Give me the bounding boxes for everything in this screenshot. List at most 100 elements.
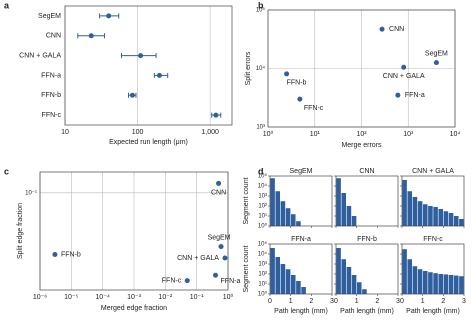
bar xyxy=(336,247,341,294)
point-label: CNN + GALA xyxy=(383,73,425,80)
y-tick-label: 10⁵ xyxy=(256,7,266,14)
plot-frame xyxy=(267,9,456,128)
panel-label: c xyxy=(4,166,9,176)
point-label: SegEM xyxy=(208,234,231,241)
bar xyxy=(422,270,428,294)
plot-frame xyxy=(269,243,333,295)
bar xyxy=(285,269,291,294)
bar xyxy=(290,214,296,226)
y-axis-label: Segment count xyxy=(243,177,250,224)
point-label: CNN xyxy=(211,189,226,196)
point-label: CNN + GALA xyxy=(177,255,219,262)
bar xyxy=(270,178,275,226)
point xyxy=(184,278,190,284)
x-tick-label: 10⁻⁶ xyxy=(33,294,47,301)
x-tick-label: 10⁻² xyxy=(158,294,172,301)
x-tick-label: 3 xyxy=(462,298,466,305)
bar xyxy=(412,196,418,226)
point xyxy=(218,244,224,250)
x-tick-label: 1 xyxy=(421,298,425,305)
point-label: FFN-b xyxy=(61,251,81,258)
point-label: FFN-c xyxy=(162,278,182,285)
bar xyxy=(448,212,454,226)
plot-frame xyxy=(335,175,399,227)
bar xyxy=(285,208,291,226)
y-tick-label: 10³ xyxy=(256,125,265,131)
panel-title: FFN-b xyxy=(357,236,377,243)
plot-frame xyxy=(401,175,465,227)
bar xyxy=(275,257,281,294)
bar xyxy=(412,266,418,294)
x-axis-label: Path length (mm) xyxy=(274,308,328,315)
point-label: FFN-c xyxy=(304,105,324,112)
y-tick-label: 10² xyxy=(258,204,267,210)
x-tick-label: 10⁻¹ xyxy=(190,294,204,301)
bar xyxy=(422,204,428,226)
plot-frame xyxy=(64,5,233,126)
y-tick-label: 10² xyxy=(258,272,267,278)
bar xyxy=(301,287,306,294)
y-tick-label: 10⁴ xyxy=(258,183,268,190)
y-tick-label: 10³ xyxy=(258,194,267,200)
x-axis-label: Expected run length (μm) xyxy=(109,139,188,146)
plot-frame xyxy=(39,171,229,291)
bar xyxy=(453,216,459,226)
point xyxy=(156,72,162,78)
bar xyxy=(433,273,438,294)
panel-title: CNN xyxy=(359,168,374,175)
bar xyxy=(341,259,347,294)
point xyxy=(222,255,228,261)
point-label: FFN-a xyxy=(221,278,241,285)
x-axis-label: Merged edge fraction xyxy=(101,305,167,312)
x-tick-label: 1 xyxy=(289,298,293,305)
x-tick-label: 10⁰ xyxy=(263,130,274,138)
panel-title: FFN-c xyxy=(423,236,443,243)
y-axis-label: Split edge fraction xyxy=(17,203,24,259)
y-tick-label: 10¹ xyxy=(258,282,267,288)
point-label: FFN-b xyxy=(287,80,307,87)
bar xyxy=(402,249,407,294)
bar xyxy=(443,211,449,226)
bar xyxy=(438,274,444,294)
y-tick-label: 10⁵ xyxy=(258,241,268,248)
x-tick-label: 10 xyxy=(61,129,69,136)
bar xyxy=(296,280,301,294)
x-axis-label: Path length (mm) xyxy=(406,308,460,315)
bar xyxy=(402,179,407,226)
y-tick-label: FFN-a xyxy=(41,72,61,79)
plot-frame xyxy=(335,243,399,295)
x-tick-label: 2 xyxy=(441,298,445,305)
bar xyxy=(336,178,341,226)
x-tick-label: 3 xyxy=(396,298,400,305)
panel-label: b xyxy=(258,0,264,10)
bar xyxy=(296,221,301,226)
y-tick-label: 10⁴ xyxy=(256,65,266,72)
bar xyxy=(448,274,454,294)
bar xyxy=(280,201,286,226)
point xyxy=(297,96,303,102)
y-tick-label: CNN xyxy=(46,33,61,40)
bar xyxy=(275,191,281,226)
point xyxy=(284,71,290,77)
bar xyxy=(443,274,449,294)
x-tick-label: 1,000 xyxy=(201,129,219,136)
x-tick-label: 2 xyxy=(375,298,379,305)
y-tick-label: 10⁻¹ xyxy=(25,190,37,196)
x-tick-label: 1 xyxy=(355,298,359,305)
plot-frame xyxy=(269,175,333,227)
x-tick-label: 10⁻⁴ xyxy=(95,294,110,301)
x-tick-label: 3 xyxy=(330,298,334,305)
point xyxy=(52,251,58,257)
y-tick-label: FFN-c xyxy=(42,112,62,119)
bar xyxy=(438,209,444,226)
y-tick-label: 10³ xyxy=(258,262,267,268)
bar xyxy=(459,276,464,294)
point xyxy=(216,180,222,186)
bar xyxy=(346,206,352,226)
bar xyxy=(351,216,357,226)
bar xyxy=(417,269,423,294)
bar xyxy=(346,267,352,294)
y-tick-label: 10⁰ xyxy=(258,291,268,298)
x-tick-label: 0 xyxy=(334,298,338,305)
